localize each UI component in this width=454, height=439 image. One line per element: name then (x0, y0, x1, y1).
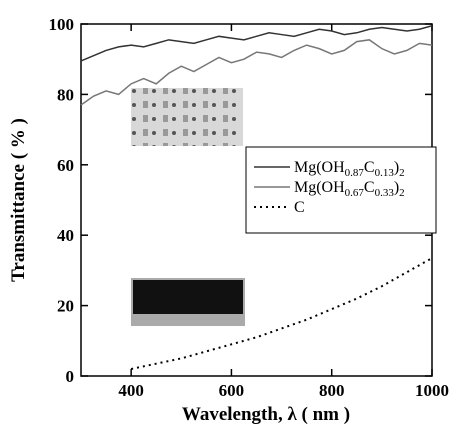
y-tick-label: 0 (66, 367, 75, 386)
line-series (130, 257, 433, 370)
x-axis-label: Wavelength, λ ( nm ) (182, 404, 350, 425)
legend-label: C (294, 199, 305, 216)
x-tick-label: 800 (319, 381, 345, 400)
x-tick-label: 600 (219, 381, 245, 400)
y-tick-label: 40 (57, 226, 74, 245)
legend-box (245, 146, 437, 234)
y-tick-label: 100 (49, 15, 75, 34)
y-tick-label: 80 (57, 85, 74, 104)
y-tick-label: 60 (57, 156, 74, 175)
legend-label: Mg(OH0.87C0.13)2 (294, 159, 405, 179)
inset-image-top (131, 88, 243, 146)
line-series (80, 25, 433, 62)
x-tick-label: 1000 (415, 381, 449, 400)
y-tick-label: 20 (57, 297, 74, 316)
x-tick-label: 400 (118, 381, 144, 400)
y-axis-label: Transmittance ( % ) (8, 118, 29, 282)
legend-label: Mg(OH0.67C0.33)2 (294, 179, 405, 199)
inset-image-bottom-dark (133, 280, 243, 314)
line-series (80, 39, 433, 106)
